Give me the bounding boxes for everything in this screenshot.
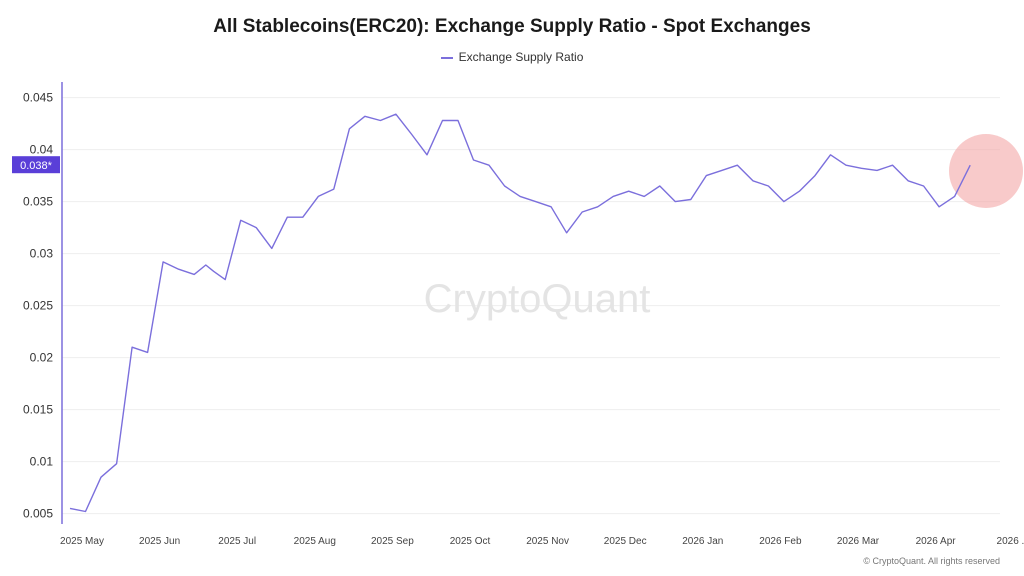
current-value-badge	[12, 156, 60, 174]
y-tick-label: 0.015	[23, 403, 53, 417]
y-tick-label: 0.025	[23, 299, 53, 313]
y-tick-label: 0.04	[30, 143, 54, 157]
current-value-label: 0.038*	[20, 160, 53, 172]
y-tick-label: 0.005	[23, 507, 53, 521]
chart-title: All Stablecoins(ERC20): Exchange Supply …	[213, 16, 811, 37]
y-tick-label: 0.03	[30, 247, 54, 261]
x-tick-label: 2025 Nov	[526, 536, 569, 547]
x-tick-label: 2025 Jul	[218, 536, 256, 547]
current-value-marker: 0.038*	[12, 156, 60, 174]
series-line-exchange-supply-ratio	[69, 113, 971, 513]
x-tick-label: 2026 Jan	[682, 536, 723, 547]
y-tick-label: 0.01	[30, 455, 54, 469]
legend-label-exchange-supply-ratio: Exchange Supply Ratio	[458, 50, 584, 64]
legend[interactable]: Exchange Supply Ratio	[0, 50, 1024, 64]
x-tick-label: 2026 ...	[997, 536, 1024, 547]
grid	[62, 97, 1000, 515]
y-axis: 0.005 0.01 0.015 0.02 0.025 0.03 0.035 0.04 0.04…	[23, 91, 53, 521]
highlight-circle	[949, 134, 1023, 208]
x-tick-label: 2026 Apr	[916, 536, 957, 547]
x-tick-label: 2026 Feb	[759, 536, 802, 547]
legend-swatch	[440, 56, 453, 59]
y-tick-label: 0.035	[23, 195, 53, 209]
x-axis: 2025 May 2025 Jun 2025 Jul 2025 Aug 2025 Sep…	[60, 536, 1024, 547]
x-tick-label: 2025 Jun	[139, 536, 180, 547]
watermark: CryptoQuant	[424, 277, 651, 321]
x-tick-label: 2026 Mar	[837, 536, 880, 547]
y-tick-label: 0.045	[23, 91, 53, 105]
x-tick-label: 2025 Aug	[294, 536, 336, 547]
x-tick-label: 2025 Dec	[604, 536, 647, 547]
x-tick-label: 2025 Sep	[371, 536, 414, 547]
x-tick-label: 2025 May	[60, 536, 104, 547]
x-tick-label: 2025 Oct	[450, 536, 491, 547]
copyright-footer: © CryptoQuant. All rights reserved	[863, 556, 1000, 566]
y-tick-label: 0.02	[30, 351, 54, 365]
